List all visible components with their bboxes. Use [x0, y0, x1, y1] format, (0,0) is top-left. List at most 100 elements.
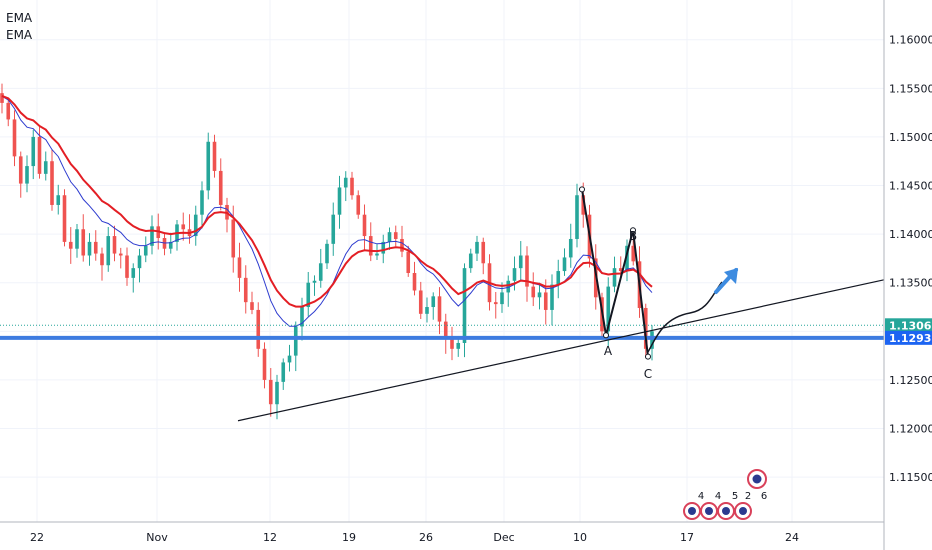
time-tick-label: 10 — [573, 531, 587, 544]
candle-body — [331, 214, 336, 244]
candle-body — [193, 214, 198, 237]
candle-body — [318, 263, 323, 281]
candle-body — [575, 195, 579, 239]
candle-body — [75, 229, 79, 249]
event-count-label: 6 — [761, 491, 767, 502]
candle-body — [531, 286, 536, 298]
candle-body — [137, 255, 142, 269]
candle-body — [493, 302, 498, 305]
event-count-label: 4 — [715, 491, 721, 502]
candle-body — [406, 251, 411, 273]
candle-body — [206, 141, 211, 191]
candle-body — [418, 290, 423, 314]
candle-body — [425, 307, 429, 314]
event-flag-center — [705, 507, 713, 515]
candle-body — [293, 326, 298, 356]
trendline — [237, 279, 885, 422]
candle-body — [468, 253, 473, 269]
candle-body — [181, 224, 186, 230]
legend-ema-1[interactable]: EMA — [6, 11, 33, 25]
candle-body — [112, 236, 117, 254]
legend-ema-2[interactable]: EMA — [6, 28, 33, 42]
candle-body — [525, 255, 529, 287]
time-tick-label: Nov — [146, 531, 168, 544]
price-tick-label: 1.14500 — [889, 180, 932, 193]
event-flag-center — [752, 474, 762, 484]
candle-body — [250, 302, 254, 310]
candle-body — [350, 177, 354, 196]
candle-body — [275, 381, 279, 405]
candle-body — [606, 286, 611, 332]
candle-body — [581, 195, 586, 215]
candle-body — [481, 241, 486, 264]
candle-body — [387, 232, 392, 242]
candle-body — [500, 292, 504, 305]
candle-body — [625, 245, 629, 272]
price-tag-last — [885, 318, 932, 333]
candle-body — [6, 102, 11, 120]
price-tag-label: 1.12933 — [889, 332, 932, 345]
candle-body — [125, 255, 129, 278]
pattern-label-a: A — [604, 344, 613, 358]
candle-body — [543, 292, 548, 310]
candle-body — [362, 214, 367, 237]
event-flag-center — [722, 507, 730, 515]
candle-body — [337, 187, 342, 215]
time-tick-label: 22 — [30, 531, 44, 544]
event-flag-center — [688, 507, 696, 515]
candle-body — [612, 268, 617, 287]
candle-body — [325, 243, 329, 264]
target-arrow-head — [724, 268, 738, 284]
candle-body — [343, 177, 348, 188]
candle-body — [237, 257, 242, 278]
candle-body — [218, 170, 223, 205]
candle-body — [0, 93, 4, 103]
candle-body — [287, 355, 292, 363]
candle-body — [462, 268, 467, 343]
candle-body — [556, 271, 561, 285]
price-tag-label: 1.13062 — [889, 319, 932, 332]
candle-body — [68, 241, 73, 249]
candle-body — [256, 309, 261, 349]
candle-body — [106, 236, 111, 266]
abc-pattern-line — [581, 189, 649, 357]
projection-path — [647, 281, 723, 353]
candle-body — [512, 268, 517, 281]
candle-body — [306, 282, 311, 308]
indicator-legend: EMA EMA — [6, 10, 32, 44]
candle-body — [212, 141, 217, 171]
candle-body — [37, 136, 42, 174]
candle-body — [437, 296, 442, 322]
candle-body — [568, 238, 573, 258]
event-count-label: 2 — [745, 491, 751, 502]
grid — [0, 0, 884, 522]
candle-body — [381, 241, 386, 254]
candle-body — [43, 161, 48, 174]
candle-body — [12, 119, 17, 157]
time-tick-label: Dec — [493, 531, 514, 544]
candle-body — [443, 321, 448, 340]
ema-fast-line — [1, 95, 653, 327]
time-tick-label: 24 — [785, 531, 799, 544]
pattern-point — [579, 186, 585, 193]
candle-body — [356, 195, 361, 215]
candle-body — [31, 136, 36, 167]
candle-body — [281, 362, 286, 382]
candle-body — [375, 253, 379, 256]
candle-body — [243, 277, 248, 303]
candle-body — [62, 195, 67, 242]
pattern-point — [603, 332, 609, 339]
candle-body — [518, 255, 523, 269]
pattern-point — [630, 227, 636, 234]
candle-body — [506, 280, 511, 293]
candle-body — [537, 292, 542, 298]
candle-body — [456, 342, 461, 349]
ema-slow-line — [1, 94, 653, 308]
candle-body — [56, 195, 61, 205]
candle-body — [100, 253, 104, 266]
time-tick-label: 26 — [419, 531, 433, 544]
candles — [0, 83, 654, 420]
